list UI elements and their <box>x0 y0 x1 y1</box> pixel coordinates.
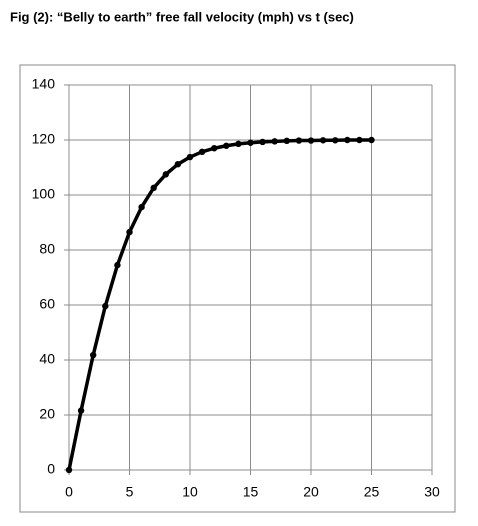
chart-title: Fig (2): “Belly to earth” free fall velo… <box>10 9 354 24</box>
data-point <box>319 137 327 144</box>
x-tick-label: 15 <box>243 484 259 500</box>
data-point <box>259 138 266 146</box>
data-point <box>162 171 169 178</box>
data-point <box>356 136 363 144</box>
y-tick-label: 140 <box>32 76 56 92</box>
y-tick-label: 120 <box>32 131 56 147</box>
data-point <box>344 136 351 144</box>
data-point <box>138 203 145 211</box>
data-point <box>247 139 254 146</box>
data-point <box>295 137 303 144</box>
data-point <box>223 142 230 149</box>
data-point <box>235 140 242 148</box>
y-tick-label: 0 <box>47 461 55 477</box>
x-tick-label: 5 <box>126 484 134 500</box>
data-point <box>126 228 133 236</box>
x-tick-label: 0 <box>65 484 73 500</box>
data-point <box>271 138 278 145</box>
data-point <box>102 302 109 310</box>
y-tick-label: 100 <box>32 186 56 202</box>
chart-frame <box>19 64 456 513</box>
y-tick-label: 60 <box>39 296 55 312</box>
data-point <box>77 407 85 414</box>
data-point <box>198 148 206 156</box>
data-point <box>332 137 339 144</box>
data-point <box>114 261 121 269</box>
data-point <box>283 137 290 145</box>
x-tick-label: 30 <box>424 484 440 500</box>
x-tick-label: 20 <box>303 484 319 500</box>
data-point <box>307 137 315 144</box>
data-point <box>368 136 375 144</box>
x-tick-label: 25 <box>364 484 380 500</box>
data-point <box>150 184 157 192</box>
y-tick-label: 20 <box>39 406 55 422</box>
y-tick-label: 80 <box>39 241 55 257</box>
data-point <box>186 153 194 161</box>
data-point <box>90 351 97 359</box>
data-point <box>65 466 73 474</box>
data-point <box>211 145 218 152</box>
data-point <box>174 161 182 168</box>
x-tick-label: 10 <box>182 484 198 500</box>
y-tick-label: 40 <box>39 351 55 367</box>
